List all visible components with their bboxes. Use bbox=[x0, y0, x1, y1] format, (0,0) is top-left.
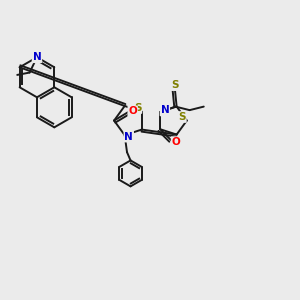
Text: N: N bbox=[124, 132, 133, 142]
Text: S: S bbox=[178, 112, 186, 122]
Text: N: N bbox=[33, 52, 41, 62]
Text: S: S bbox=[171, 80, 179, 90]
Text: O: O bbox=[128, 106, 137, 116]
Text: O: O bbox=[172, 137, 180, 147]
Text: N: N bbox=[160, 105, 169, 116]
Text: S: S bbox=[134, 103, 141, 113]
